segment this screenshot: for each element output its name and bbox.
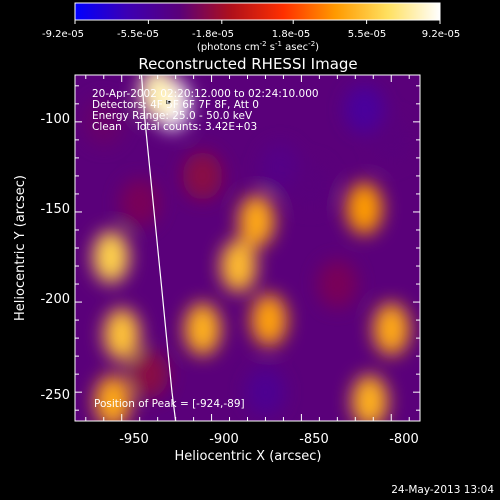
- annotation-clean-counts: Clean Total counts: 3.42E+03: [92, 121, 257, 133]
- bright-source-blob: [94, 375, 131, 421]
- footer-timestamp: 24-May-2013 13:04: [391, 484, 494, 496]
- axis-ticks: [75, 75, 420, 421]
- plot-title: Reconstructed RHESSI Image: [138, 55, 357, 73]
- bright-source-blob: [220, 240, 257, 293]
- dim-source-blob: [128, 350, 169, 399]
- x-tick-label: -850: [299, 432, 329, 447]
- colorbar-tick-label: 9.2e-05: [422, 29, 460, 40]
- dim-source-blob: [119, 178, 160, 227]
- bright-source-blob: [351, 375, 388, 421]
- annotation-energy-range: Energy Range: 25.0 - 50.0 keV: [92, 110, 253, 122]
- annotation-time-range: 20-Apr-2002 02:20:12.000 to 02:24:10.000: [92, 88, 319, 100]
- y-tick-label: -250: [40, 388, 70, 403]
- dim-source-blob: [371, 115, 412, 164]
- y-tick-label: -150: [40, 202, 70, 217]
- y-tick-label: -100: [40, 112, 70, 127]
- bright-source-blob: [103, 308, 140, 361]
- bright-source-blob: [373, 303, 410, 356]
- colorbar-tick-label: -9.2e-05: [42, 29, 84, 40]
- peak-position-label: Position of Peak = [-924,-89]: [94, 398, 245, 410]
- x-tick-label: -800: [389, 432, 419, 447]
- heatmap-blobs: [83, 75, 412, 421]
- colorbar-tick-label: -1.8e-05: [192, 29, 234, 40]
- x-axis-label: Heliocentric X (arcsec): [175, 449, 322, 464]
- dim-source-blob: [344, 85, 385, 134]
- colorbar-ticks: [74, 20, 441, 24]
- solar-limb-line: [140, 75, 177, 421]
- annotation-detectors: Detectors: 4F 5F 6F 7F 8F, Att 0: [92, 99, 259, 111]
- colorbar-gradient: [74, 2, 441, 21]
- y-tick-label: -200: [40, 292, 70, 307]
- colorbar-tick-label: 1.8e-05: [272, 29, 310, 40]
- dim-source-blob: [83, 97, 124, 146]
- bright-source-blob: [184, 303, 221, 356]
- colorbar-tick-label: 5.5e-05: [348, 29, 386, 40]
- bright-source-blob: [346, 182, 383, 235]
- colorbar-tick-label: -5.5e-05: [117, 29, 159, 40]
- dim-source-blob: [259, 142, 300, 191]
- bright-source-blob: [251, 294, 288, 347]
- bright-source-blob: [92, 231, 129, 284]
- x-tick-label: -950: [119, 432, 149, 447]
- y-axis-label: Heliocentric Y (arcsec): [13, 175, 28, 321]
- heatmap-area: [75, 75, 420, 421]
- dim-source-blob: [245, 368, 286, 417]
- peak-marker: [166, 100, 171, 105]
- bright-source-blob: [238, 194, 275, 247]
- colorbar: -9.2e-05 -5.5e-05 -1.8e-05 1.8e-05 5.5e-…: [42, 2, 460, 53]
- dim-source-blob: [317, 260, 358, 309]
- colorbar-unit-label: (photons cm-2 s-1 asec-2): [197, 40, 319, 53]
- dim-source-blob: [182, 151, 223, 200]
- dim-source-blob: [290, 160, 331, 209]
- x-tick-label: -900: [209, 432, 239, 447]
- bright-source-blob: [139, 75, 176, 120]
